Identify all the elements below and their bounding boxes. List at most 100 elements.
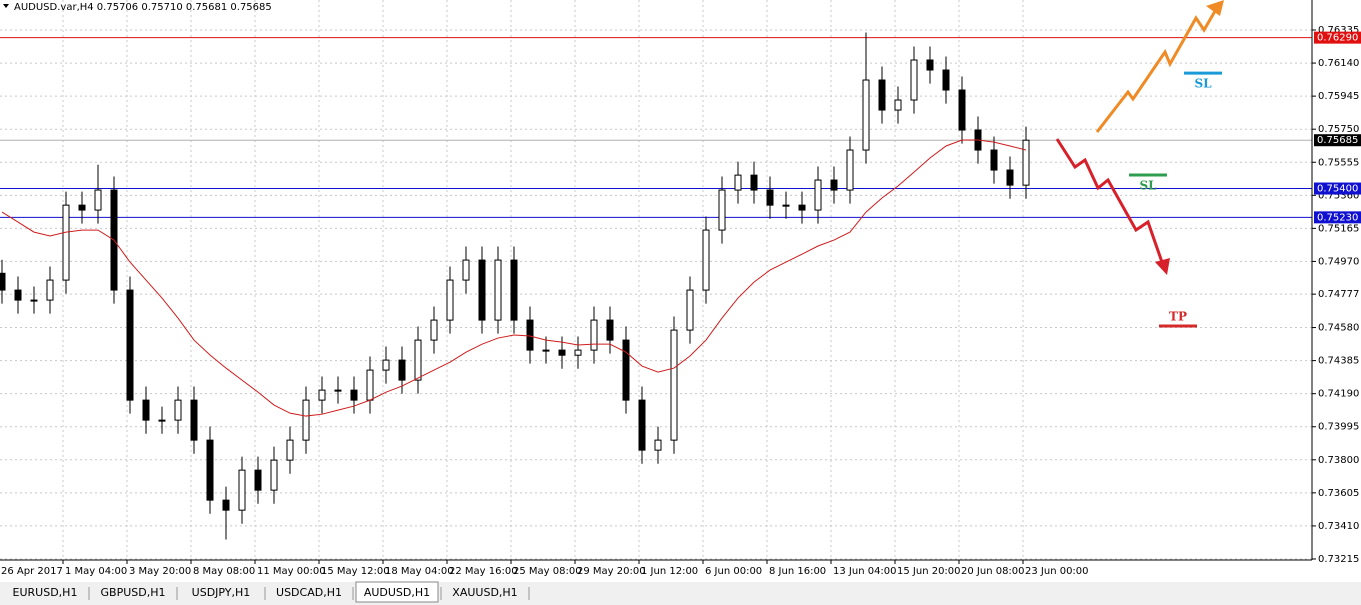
candle-body — [718, 189, 726, 231]
candle-body — [430, 319, 438, 341]
candle-body — [766, 189, 774, 206]
candle-body — [62, 204, 70, 281]
x-tick-label: 29 May 20:00 — [577, 566, 646, 577]
down-arrow-head — [1155, 258, 1170, 275]
candle-body — [46, 279, 54, 301]
tab-box — [92, 585, 174, 601]
price-level-label: 0.76290 — [1317, 33, 1358, 44]
x-tick-label: 15 May 12:00 — [321, 566, 390, 577]
down-arrow — [1055, 138, 1165, 266]
plot-area — [0, 0, 1312, 560]
x-tick-label: 22 May 16:00 — [449, 566, 518, 577]
chart-title: AUDUSD.var,H4 0.75706 0.75710 0.75681 0.… — [14, 2, 272, 13]
candle-body — [126, 289, 134, 401]
x-tick-label: 8 May 08:00 — [193, 566, 255, 577]
candle-body — [398, 359, 406, 381]
candle-body — [478, 259, 486, 321]
candle-body — [334, 389, 342, 392]
y-tick-label: 0.73995 — [1318, 422, 1359, 433]
annotation-label: SL — [1194, 77, 1212, 91]
x-tick-label: 1 May 04:00 — [65, 566, 127, 577]
annotation-label: SL — [1139, 178, 1157, 192]
tab[interactable]: EURUSD,H1 — [4, 585, 90, 601]
candle-body — [366, 369, 374, 401]
menu-arrow[interactable] — [3, 4, 9, 8]
candle-body — [750, 174, 758, 191]
candle-body — [606, 319, 614, 341]
y-tick-label: 0.73410 — [1318, 521, 1359, 532]
y-tick-label: 0.75555 — [1318, 157, 1359, 168]
price-level-label: 0.75685 — [1317, 135, 1358, 146]
candle-body — [542, 349, 550, 352]
moving-average — [1, 139, 1027, 417]
y-tick-label: 0.76335 — [1318, 25, 1359, 36]
price-level-tag — [1314, 31, 1361, 44]
y-tick-label: 0.75165 — [1318, 223, 1359, 234]
tab[interactable]: USDCAD,H1 — [268, 585, 354, 601]
candle-body — [446, 279, 454, 321]
candle-body — [382, 359, 390, 371]
tab-box — [268, 585, 350, 601]
candle-body — [782, 204, 790, 207]
candle-body — [910, 59, 918, 101]
candle-body — [94, 189, 102, 211]
tab-label: EURUSD,H1 — [13, 586, 78, 599]
candle-body — [638, 399, 646, 451]
candle-body — [862, 79, 870, 151]
candle-body — [830, 179, 838, 191]
candle-body — [414, 339, 422, 381]
tab[interactable]: GBPUSD,H1 — [92, 585, 178, 601]
candle-body — [462, 259, 470, 281]
tab-label: USDCAD,H1 — [276, 586, 342, 599]
candle-body — [318, 389, 326, 401]
candle-body — [254, 469, 262, 491]
price-level-tag — [1314, 182, 1361, 195]
x-tick-label: 18 May 04:00 — [385, 566, 454, 577]
candle-body — [798, 204, 806, 211]
tab-box — [444, 585, 526, 601]
y-tick-label: 0.73605 — [1318, 488, 1359, 499]
y-tick-label: 0.75750 — [1318, 124, 1359, 135]
candle-body — [958, 89, 966, 131]
y-tick-label: 0.76140 — [1318, 58, 1359, 69]
trade-arrows — [1055, 0, 1224, 275]
candle-body — [670, 329, 678, 441]
tab[interactable]: USDJPY,H1 — [180, 585, 266, 601]
candle-body — [222, 499, 230, 511]
x-tick-label: 23 Jun 00:00 — [1025, 566, 1089, 577]
candle-body — [0, 272, 6, 291]
candle-body — [142, 399, 150, 421]
y-tick-label: 0.73215 — [1318, 554, 1359, 565]
y-tick-label: 0.74190 — [1318, 389, 1359, 400]
up-arrow — [1095, 5, 1220, 133]
candle-body — [174, 399, 182, 421]
tab-label: GBPUSD,H1 — [101, 586, 166, 599]
candle-body — [286, 439, 294, 461]
x-tick-label: 8 Jun 16:00 — [769, 566, 826, 577]
tab-box — [4, 585, 86, 601]
annotation-label: TP — [1169, 310, 1187, 324]
y-tick-label: 0.75945 — [1318, 91, 1359, 102]
y-tick-label: 0.74777 — [1318, 289, 1359, 300]
candle-body — [926, 59, 934, 71]
candle-body — [654, 439, 662, 451]
price-level-label: 0.75230 — [1317, 212, 1358, 223]
candle-body — [350, 389, 358, 401]
candle-body — [1022, 139, 1030, 186]
up-arrow-head — [1206, 0, 1224, 16]
tab-label: XAUUSD,H1 — [452, 586, 517, 599]
tab[interactable]: XAUUSD,H1 — [444, 585, 530, 601]
candle-body — [702, 229, 710, 291]
candle-body — [878, 79, 886, 111]
x-tick-label: 15 Jun 20:00 — [897, 566, 961, 577]
price-level-tag — [1314, 211, 1361, 224]
candle-body — [526, 319, 534, 351]
candle-body — [206, 439, 214, 501]
candle-body — [894, 99, 902, 111]
candle-body — [990, 149, 998, 171]
tab[interactable]: AUDUSD,H1 — [355, 581, 442, 603]
tab-box — [355, 581, 439, 603]
x-tick-label: 26 Apr 2017 — [1, 566, 63, 577]
